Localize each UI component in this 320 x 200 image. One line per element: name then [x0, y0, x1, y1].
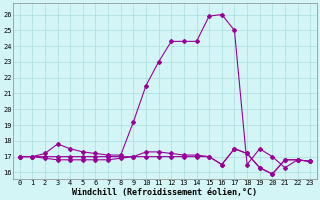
X-axis label: Windchill (Refroidissement éolien,°C): Windchill (Refroidissement éolien,°C)	[72, 188, 258, 197]
